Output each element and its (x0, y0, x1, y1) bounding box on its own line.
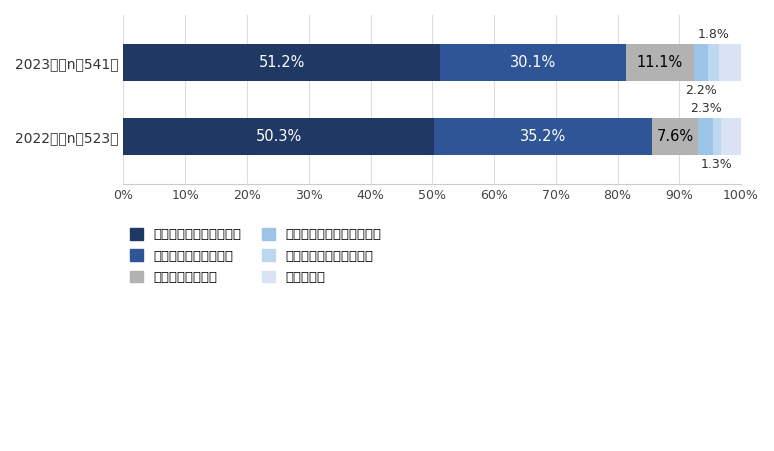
Bar (652, 118, 698, 155)
Legend: 非常に値上がりを感じた, やや値上がりを感じた, 昨年と変わらない, あまり値上がりを感じない, 全く値上がりを感じない, わからない: 非常に値上がりを感じた, やや値上がりを感じた, 昨年と変わらない, あまり値上… (130, 228, 382, 284)
Bar (124, 44, 440, 81)
Bar (713, 118, 721, 155)
Text: 11.1%: 11.1% (637, 55, 683, 70)
Text: 1.8%: 1.8% (697, 28, 729, 41)
Text: 35.2%: 35.2% (519, 129, 566, 144)
Bar (124, 118, 434, 155)
Text: 30.1%: 30.1% (509, 55, 556, 70)
Text: 1.3%: 1.3% (700, 158, 732, 170)
Text: 51.2%: 51.2% (259, 55, 305, 70)
Bar (707, 44, 719, 81)
Text: 50.3%: 50.3% (255, 129, 302, 144)
Bar (721, 118, 741, 155)
Bar (719, 44, 741, 81)
Bar (434, 118, 652, 155)
Text: 7.6%: 7.6% (656, 129, 694, 144)
Bar (694, 44, 707, 81)
Bar (625, 44, 694, 81)
Bar (698, 118, 713, 155)
Text: 2.3%: 2.3% (690, 102, 721, 115)
Text: 2.2%: 2.2% (685, 84, 717, 97)
Bar (440, 44, 625, 81)
